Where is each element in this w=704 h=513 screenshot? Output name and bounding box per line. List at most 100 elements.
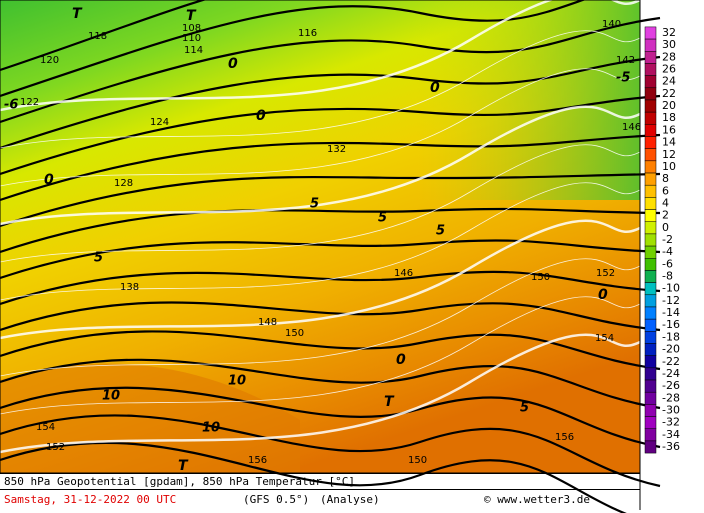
isohypse [0, 239, 661, 280]
colorbar-swatch [644, 26, 657, 40]
isotherm [0, 30, 641, 149]
map-label: 122 [20, 97, 39, 108]
map-label: 154 [36, 422, 55, 433]
colorbar-label: 18 [662, 111, 676, 124]
colorbar-swatch [644, 184, 657, 198]
colorbar-label: 4 [662, 196, 669, 209]
map-label: 5 [310, 197, 319, 212]
colorbar-label: -18 [662, 330, 680, 343]
colorbar-label: -12 [662, 294, 680, 307]
map-label: 110 [182, 33, 201, 44]
map-label: 114 [184, 45, 203, 56]
colorbar-swatch [644, 38, 657, 52]
colorbar-label: -30 [662, 403, 680, 416]
colorbar-swatch [644, 355, 657, 369]
colorbar-swatch [644, 306, 657, 320]
map-label: T [384, 394, 395, 410]
colorbar-label: 14 [662, 136, 676, 149]
colorbar-swatch [644, 428, 657, 442]
map-label: 5 [436, 224, 445, 239]
map-label: 120 [40, 55, 59, 66]
colorbar-swatch [644, 221, 657, 235]
map-label: 10 [228, 374, 246, 389]
map-label: 150 [408, 455, 427, 466]
map-label: 146 [394, 268, 413, 279]
colorbar-swatch [644, 172, 657, 186]
map-label: 124 [150, 117, 169, 128]
colorbar-swatch [644, 63, 657, 76]
map-label: 152 [46, 442, 65, 453]
colorbar-label: -20 [662, 343, 680, 356]
map-label: T [72, 6, 83, 22]
colorbar-label: -26 [662, 379, 680, 392]
colorbar-swatch [644, 245, 657, 259]
colorbar-label: -16 [662, 318, 680, 331]
isotherm [0, 144, 641, 263]
map-label: 0 [256, 108, 266, 124]
colorbar-label: 10 [662, 160, 676, 173]
colorbar-swatch [644, 282, 657, 296]
footer-date: Samstag, 31-12-2022 00 UTC [4, 493, 176, 506]
colorbar-swatch [644, 343, 657, 356]
colorbar-label: 32 [662, 26, 676, 39]
colorbar-swatch [644, 75, 657, 89]
colorbar-label: 24 [662, 75, 676, 88]
colorbar-swatch [644, 416, 657, 429]
colorbar-label: -24 [662, 367, 680, 380]
colorbar-label: 12 [662, 148, 676, 161]
colorbar-swatch [644, 404, 657, 417]
isohypse [0, 301, 661, 332]
colorbar-swatch [644, 233, 657, 247]
colorbar-swatch [644, 379, 657, 393]
colorbar-label: 2 [662, 209, 669, 222]
isohypse [0, 16, 661, 124]
colorbar-label: 16 [662, 123, 676, 136]
colorbar-swatch [644, 111, 657, 125]
map-label: 0 [228, 56, 238, 72]
map-label: 142 [616, 55, 635, 66]
isohypse [0, 0, 586, 98]
colorbar-swatch [644, 270, 657, 283]
colorbar-label: -10 [662, 282, 680, 295]
isohypse [0, 55, 661, 150]
colorbar-swatch [644, 258, 657, 271]
isohypse [0, 414, 661, 488]
isotherm [0, 219, 641, 340]
colorbar-label: 0 [662, 221, 669, 234]
map-label: 146 [622, 122, 641, 133]
colorbar-swatch [644, 197, 657, 210]
isotherm [0, 68, 641, 187]
map-label: 116 [298, 28, 317, 39]
map-label: 148 [258, 317, 277, 328]
isohypse [0, 330, 661, 371]
isohypse [0, 133, 661, 202]
footer-title: 850 hPa Geopotential [gpdam], 850 hPa Te… [4, 475, 355, 488]
colorbar-swatch [644, 331, 657, 344]
colorbar-label: 6 [662, 184, 669, 197]
map-label: -5 [616, 71, 630, 86]
colorbar-label: 22 [662, 87, 676, 100]
colorbar-swatch [644, 99, 657, 113]
map-label: 108 [182, 23, 201, 34]
colorbar-label: -36 [662, 440, 680, 453]
colorbar-swatch [644, 124, 657, 137]
map-label: 156 [248, 455, 267, 466]
map-label: 0 [396, 352, 406, 368]
colorbar-swatch [644, 87, 657, 101]
colorbar: 32302826242220181614121086420-2-4-6-8-10… [644, 26, 680, 454]
colorbar-swatch [644, 391, 657, 405]
colorbar-swatch [644, 367, 657, 381]
isohypse [0, 386, 661, 449]
map-label: 10 [202, 421, 220, 436]
map-label: 154 [595, 333, 614, 344]
map-label: 5 [378, 211, 387, 226]
map-label: 156 [555, 432, 574, 443]
map-label: 138 [120, 282, 139, 293]
map-label: 0 [44, 172, 54, 188]
contours [0, 0, 661, 513]
isotherm [0, 0, 641, 112]
colorbar-label: -22 [662, 355, 680, 368]
colorbar-swatch [644, 209, 657, 222]
map-label: T [178, 458, 189, 474]
